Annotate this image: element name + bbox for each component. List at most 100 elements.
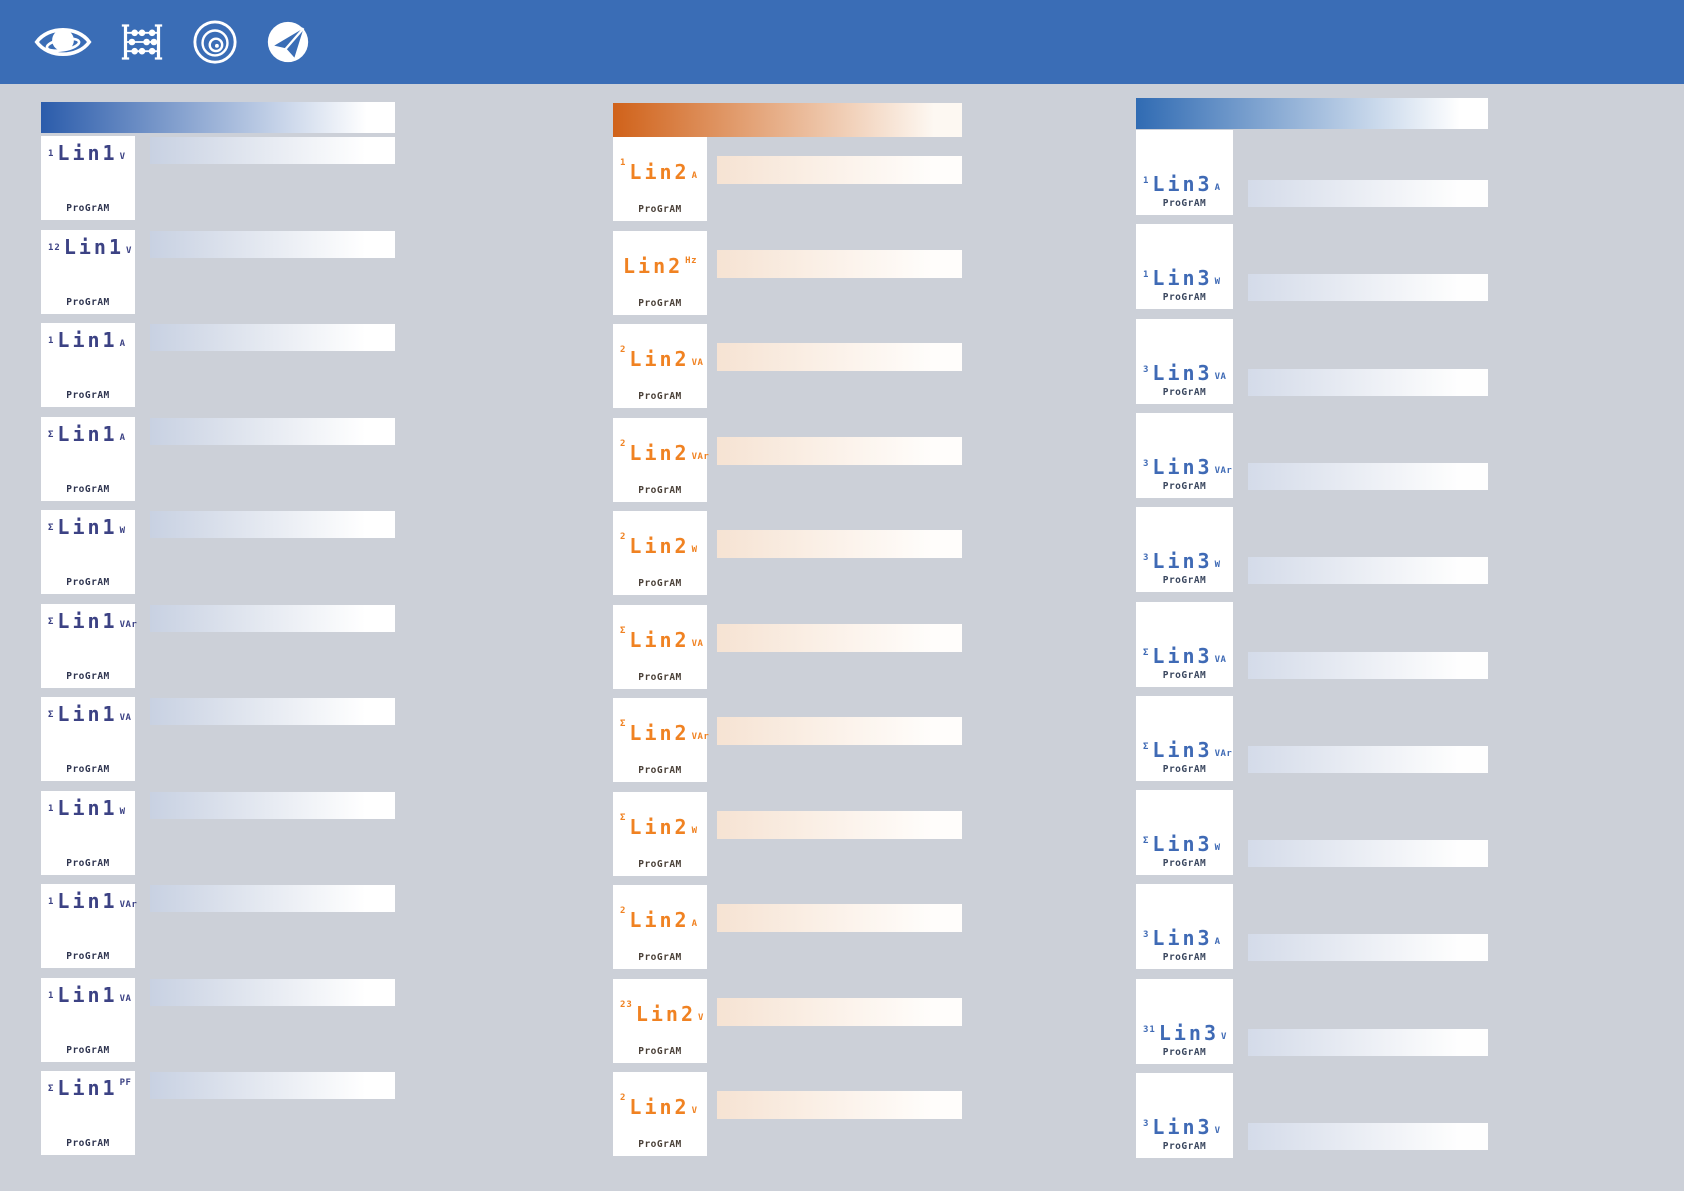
send-plane-icon[interactable] bbox=[266, 20, 310, 64]
lcd-page-panel-line1-4[interactable]: Σ Lin1 A ProGrAM bbox=[41, 417, 135, 501]
lcd-program-label: ProGrAM bbox=[66, 951, 110, 962]
column-line2: 1 Lin2 A ProGrAM Lin2 Hz ProGrAM 2 Lin2 VA ProGrAM… bbox=[613, 0, 972, 1191]
lcd-unit-label: VA bbox=[1214, 372, 1227, 382]
lcd-program-label: ProGrAM bbox=[66, 764, 110, 775]
lcd-phase-prefix: Σ bbox=[620, 813, 627, 823]
lcd-phase-prefix: Σ bbox=[620, 719, 627, 729]
lcd-page-panel-line1-1[interactable]: 1 Lin1 V ProGrAM bbox=[41, 136, 135, 220]
lcd-phase-prefix: 3 bbox=[1143, 459, 1150, 469]
lcd-phase-prefix: Σ bbox=[48, 430, 55, 440]
lcd-page-panel-line2-3[interactable]: 2 Lin2 VA ProGrAM bbox=[613, 324, 707, 408]
lcd-page-panel-line3-8[interactable]: Σ Lin3 W ProGrAM bbox=[1136, 790, 1233, 875]
lcd-text-line: 23 Lin2 V bbox=[620, 1000, 704, 1026]
lcd-page-panel-line3-7[interactable]: Σ Lin3 VAr ProGrAM bbox=[1136, 696, 1233, 781]
lcd-program-label: ProGrAM bbox=[66, 1045, 110, 1056]
lcd-phase-prefix: 12 bbox=[48, 243, 61, 253]
lcd-page-panel-line3-1[interactable]: 1 Lin3 A ProGrAM bbox=[1136, 130, 1233, 215]
lcd-unit-label: V bbox=[691, 1106, 698, 1116]
lcd-page-panel-line2-10[interactable]: 23 Lin2 V ProGrAM bbox=[613, 979, 707, 1063]
lcd-text-line: Σ Lin1 VA bbox=[48, 702, 131, 726]
lcd-unit-label: W bbox=[691, 826, 698, 836]
lcd-page-panel-line2-7[interactable]: Σ Lin2 VAr ProGrAM bbox=[613, 698, 709, 782]
lcd-page-panel-line2-2[interactable]: Lin2 Hz ProGrAM bbox=[613, 231, 707, 315]
lcd-page-panel-line2-5[interactable]: 2 Lin2 W ProGrAM bbox=[613, 511, 707, 595]
lcd-program-label: ProGrAM bbox=[1162, 952, 1207, 963]
lcd-line-label: Lin2 bbox=[629, 815, 690, 839]
lcd-page-panel-line1-5[interactable]: Σ Lin1 W ProGrAM bbox=[41, 510, 135, 594]
lcd-page-panel-line3-3[interactable]: 3 Lin3 VA ProGrAM bbox=[1136, 319, 1233, 404]
lcd-page-panel-line2-6[interactable]: Σ Lin2 VA ProGrAM bbox=[613, 605, 707, 689]
lcd-program-label: ProGrAM bbox=[1162, 292, 1207, 303]
lcd-phase-prefix: 23 bbox=[620, 1000, 633, 1010]
lcd-page-panel-line1-11[interactable]: Σ Lin1 PF ProGrAM bbox=[41, 1071, 135, 1155]
lcd-page-panel-line1-8[interactable]: 1 Lin1 W ProGrAM bbox=[41, 791, 135, 875]
lcd-phase-prefix: Σ bbox=[1143, 742, 1150, 752]
lcd-page-panel-line1-9[interactable]: 1 Lin1 VAr ProGrAM bbox=[41, 884, 138, 968]
lcd-page-panel-line1-6[interactable]: Σ Lin1 VAr ProGrAM bbox=[41, 604, 137, 688]
description-bar bbox=[1248, 934, 1488, 961]
lcd-text-line: 3 Lin3 VA bbox=[1143, 361, 1226, 385]
lcd-program-label: ProGrAM bbox=[638, 485, 682, 496]
lcd-unit-label: W bbox=[1214, 843, 1221, 853]
description-bar bbox=[717, 343, 962, 371]
lcd-line-label: Lin1 bbox=[57, 515, 118, 539]
lcd-page-panel-line3-6[interactable]: Σ Lin3 VA ProGrAM bbox=[1136, 602, 1233, 687]
lcd-page-panel-line2-9[interactable]: 2 Lin2 A ProGrAM bbox=[613, 885, 707, 969]
lcd-program-label: ProGrAM bbox=[66, 203, 110, 214]
lcd-page-panel-line2-8[interactable]: Σ Lin2 W ProGrAM bbox=[613, 792, 707, 876]
lcd-unit-label: VA bbox=[119, 713, 132, 723]
lcd-text-line: 1 Lin2 A bbox=[620, 158, 698, 184]
lcd-program-label: ProGrAM bbox=[66, 484, 110, 495]
lens-circles-icon[interactable] bbox=[192, 19, 238, 65]
description-bar bbox=[150, 418, 395, 445]
lcd-phase-prefix: Σ bbox=[48, 1084, 55, 1094]
lcd-page-panel-line3-5[interactable]: 3 Lin3 W ProGrAM bbox=[1136, 507, 1233, 592]
lcd-page-panel-line3-10[interactable]: 31 Lin3 V ProGrAM bbox=[1136, 979, 1233, 1064]
lcd-unit-label: A bbox=[691, 171, 698, 181]
lcd-unit-label: VAr bbox=[119, 900, 138, 910]
lcd-page-panel-line2-4[interactable]: 2 Lin2 VAr ProGrAM bbox=[613, 418, 709, 502]
description-bar bbox=[1248, 557, 1488, 584]
lcd-phase-prefix: 31 bbox=[1143, 1025, 1156, 1035]
lcd-unit-label: A bbox=[691, 919, 698, 929]
lcd-page-panel-line1-2[interactable]: 12 Lin1 V ProGrAM bbox=[41, 230, 135, 314]
lcd-page-panel-line2-1[interactable]: 1 Lin2 A ProGrAM bbox=[613, 137, 707, 221]
description-bar bbox=[150, 511, 395, 538]
eye-orbit-icon[interactable] bbox=[34, 19, 92, 65]
lcd-unit-label: VAr bbox=[1214, 466, 1233, 476]
lcd-phase-prefix: Σ bbox=[48, 710, 55, 720]
lcd-line-label: Lin1 bbox=[57, 1076, 118, 1100]
lcd-phase-prefix: 1 bbox=[48, 149, 55, 159]
lcd-page-panel-line1-3[interactable]: 1 Lin1 A ProGrAM bbox=[41, 323, 135, 407]
lcd-program-label: ProGrAM bbox=[1162, 387, 1207, 398]
lcd-program-label: ProGrAM bbox=[638, 298, 682, 309]
lcd-line-label: Lin3 bbox=[1152, 926, 1213, 950]
lcd-text-line: 1 Lin3 W bbox=[1143, 266, 1221, 290]
lcd-unit-label: PF bbox=[119, 1078, 132, 1088]
lcd-program-label: ProGrAM bbox=[1162, 198, 1207, 209]
lcd-unit-label: VA bbox=[691, 639, 704, 649]
lcd-line-label: Lin3 bbox=[1152, 832, 1213, 856]
lcd-page-panel-line2-11[interactable]: 2 Lin2 V ProGrAM bbox=[613, 1072, 707, 1156]
lcd-phase-prefix: 1 bbox=[48, 991, 55, 1001]
lcd-program-label: ProGrAM bbox=[638, 578, 682, 589]
lcd-line-label: Lin1 bbox=[57, 702, 118, 726]
lcd-text-line: 2 Lin2 V bbox=[620, 1093, 698, 1119]
abacus-icon[interactable] bbox=[120, 22, 164, 62]
column-header-line2 bbox=[613, 103, 962, 137]
lcd-page-panel-line3-4[interactable]: 3 Lin3 VAr ProGrAM bbox=[1136, 413, 1233, 498]
lcd-phase-prefix: 2 bbox=[620, 1093, 627, 1103]
lcd-page-panel-line3-9[interactable]: 3 Lin3 A ProGrAM bbox=[1136, 884, 1233, 969]
lcd-phase-prefix: 3 bbox=[1143, 365, 1150, 375]
description-bar bbox=[150, 137, 395, 164]
column-line3: 1 Lin3 A ProGrAM 1 Lin3 W ProGrAM 3 Lin3 VA ProGrAM… bbox=[1136, 0, 1498, 1191]
lcd-text-line: Σ Lin1 W bbox=[48, 515, 126, 539]
lcd-page-panel-line1-10[interactable]: 1 Lin1 VA ProGrAM bbox=[41, 978, 135, 1062]
lcd-unit-label: VA bbox=[119, 994, 132, 1004]
lcd-page-panel-line1-7[interactable]: Σ Lin1 VA ProGrAM bbox=[41, 697, 135, 781]
lcd-page-panel-line3-2[interactable]: 1 Lin3 W ProGrAM bbox=[1136, 224, 1233, 309]
lcd-page-panel-line3-11[interactable]: 3 Lin3 V ProGrAM bbox=[1136, 1073, 1233, 1158]
lcd-line-label: Lin1 bbox=[63, 235, 125, 259]
lcd-program-label: ProGrAM bbox=[1162, 670, 1207, 681]
lcd-unit-label: W bbox=[119, 526, 126, 536]
